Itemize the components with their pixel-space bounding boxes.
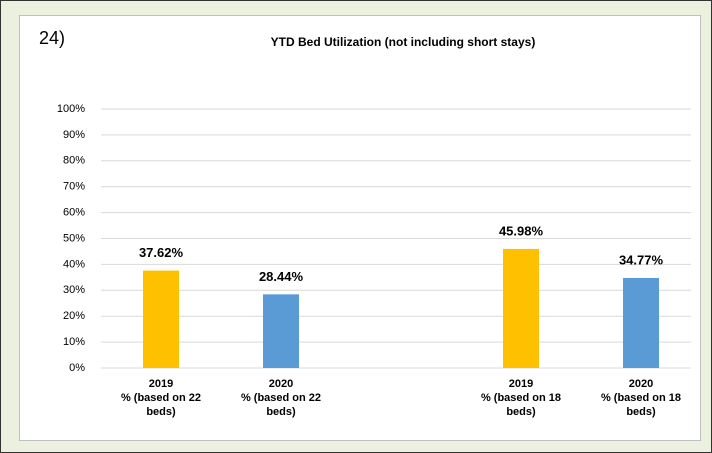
chart-title: YTD Bed Utilization (not including short… (271, 35, 536, 49)
x-tick-label: 2020 % (based on 18 beds) (600, 378, 682, 418)
x-tick-label: 2019 % (based on 18 beds) (480, 378, 562, 418)
value-label: 28.44% (259, 269, 304, 284)
y-tick-label: 40% (63, 258, 85, 270)
bar (503, 248, 539, 368)
y-tick-label: 10% (63, 336, 85, 348)
y-tick-label: 70% (63, 181, 85, 193)
chart-area (19, 15, 701, 441)
y-tick-label: 90% (63, 129, 85, 141)
x-tick-label: 2020 % (based on 22 beds) (240, 378, 322, 418)
y-tick-label: 100% (57, 103, 85, 115)
value-label: 37.62% (139, 245, 184, 260)
y-tick-label: 50% (63, 232, 85, 244)
y-tick-label: 20% (63, 310, 85, 322)
y-tick-label: 30% (63, 284, 85, 296)
y-tick-label: 60% (63, 207, 85, 219)
x-tick-label: 2019 % (based on 22 beds) (120, 378, 202, 418)
value-label: 34.77% (619, 252, 664, 267)
y-tick-label: 0% (69, 362, 85, 374)
annotation: 24) (39, 28, 65, 48)
bar (623, 277, 659, 368)
bar (263, 294, 299, 368)
value-label: 45.98% (499, 223, 544, 238)
bar (143, 270, 179, 368)
y-tick-label: 80% (63, 155, 85, 167)
